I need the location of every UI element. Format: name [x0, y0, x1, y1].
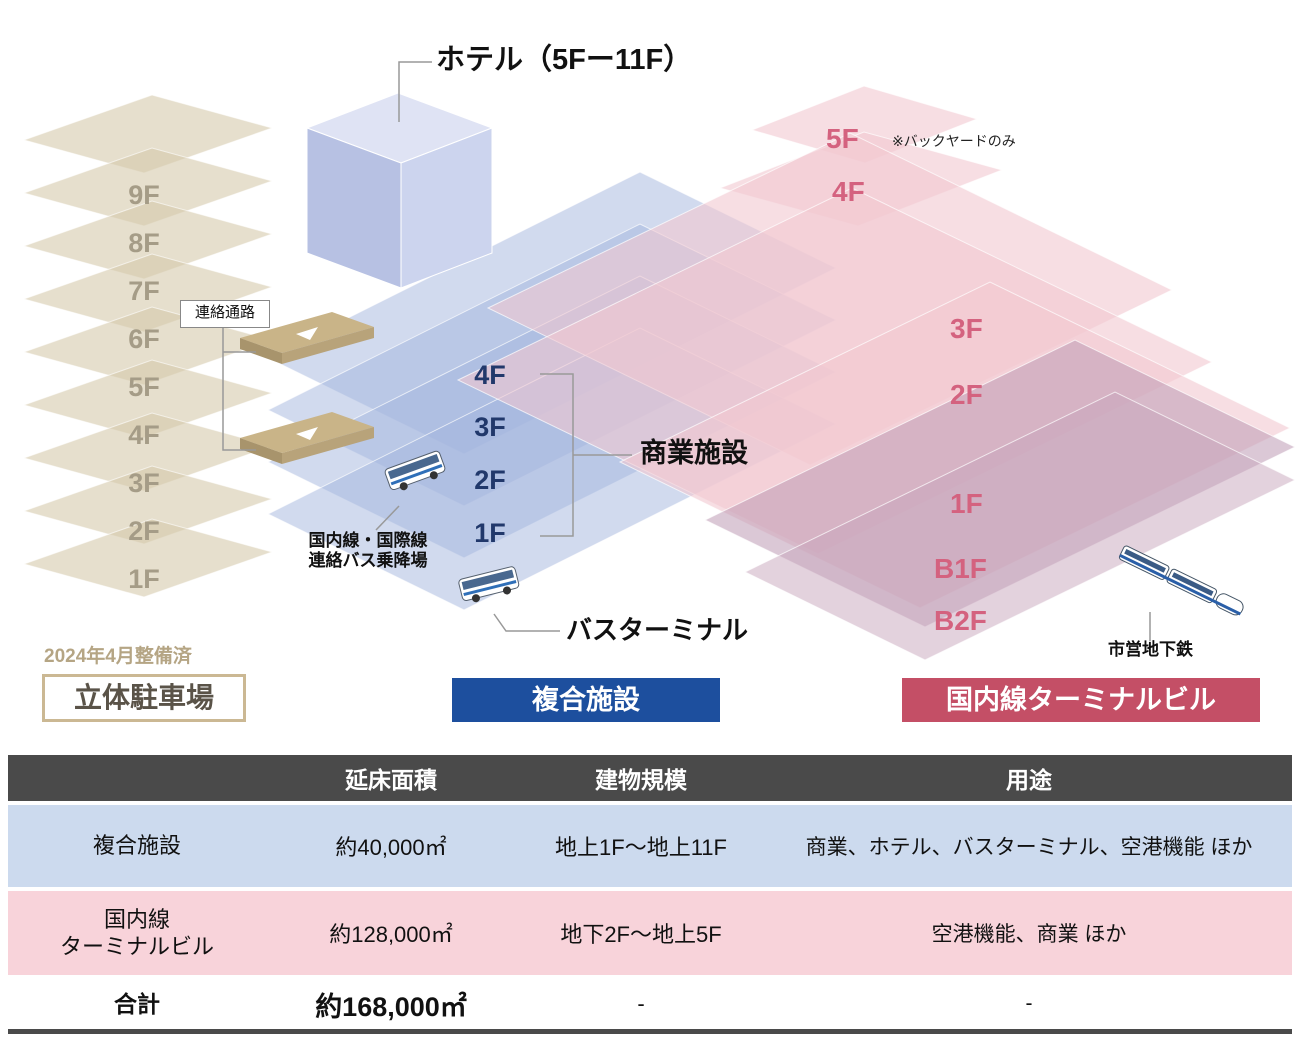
table-header-scale: 建物規模: [595, 767, 687, 793]
subway-train-icon: [1118, 545, 1244, 616]
diagram-art: [22, 61, 1297, 661]
parking-title-badge: 立体駐車場: [42, 674, 246, 722]
terminal-floor-label: B2F: [934, 605, 987, 636]
complex-floor-label: 2F: [474, 465, 506, 495]
parking-floor-label: 6F: [128, 324, 160, 354]
row-area: 約168,000㎡: [315, 991, 467, 1022]
connector-arrow: [296, 427, 318, 440]
row-use: -: [1025, 992, 1033, 1015]
row-area: 約40,000㎡: [335, 835, 447, 860]
subway-label: 市営地下鉄: [1108, 640, 1193, 659]
terminal-floor-label: 5F: [826, 123, 859, 154]
complex-floor-label: 3F: [474, 412, 506, 442]
facility-diagram: ホテル（5Fー11F） ※バックヤードのみ 連絡通路 9F 8F 7F 6F 5…: [22, 44, 1297, 722]
table-row-total: 合計 約168,000㎡ - -: [8, 979, 1292, 1034]
table-header-row: 延床面積 建物規模 用途: [8, 755, 1292, 801]
bus-icon: [384, 450, 446, 491]
bus-stop-label-line2: 連絡バス乗降場: [308, 550, 428, 570]
parking-floor-label: 7F: [128, 276, 160, 306]
table-header-use: 用途: [1006, 767, 1052, 793]
parking-floor-label: 5F: [128, 372, 160, 402]
commercial-facility-label: 商業施設: [640, 438, 748, 468]
bus-terminal-label: バスターミナル: [566, 615, 749, 645]
terminal-floor-label: 1F: [950, 488, 983, 519]
terminal-floor-label: 4F: [832, 176, 865, 207]
bus-stop-label-line1: 国内線・国際線: [308, 531, 428, 550]
parking-floor-label: 2F: [128, 516, 160, 546]
row-scale: 地上1F〜地上11F: [555, 835, 727, 860]
row-name: 複合施設: [92, 833, 181, 859]
row-area: 約128,000㎡: [329, 922, 453, 947]
terminal-floor-plates: [456, 85, 1297, 661]
parking-floor-label: 1F: [128, 564, 160, 594]
row-use: 空港機能、商業 ほか: [931, 923, 1127, 946]
leader-lines: [222, 61, 1151, 641]
row-use: 商業、ホテル、バスターミナル、空港機能 ほか: [805, 836, 1253, 859]
row-name: 合計: [114, 990, 160, 1017]
terminal-title-badge: 国内線ターミナルビル: [902, 678, 1260, 722]
parking-floor-label: 4F: [128, 420, 160, 450]
table-row: 国内線 ターミナルビル 約128,000㎡ 地下2F〜地上5F 空港機能、商業 …: [8, 891, 1292, 975]
parking-floor-label: 9F: [128, 180, 160, 210]
parking-floor-label: 3F: [128, 468, 160, 498]
parking-floor-label: 8F: [128, 228, 160, 258]
backyard-note: ※バックヤードのみ: [892, 133, 1016, 149]
table-row: 複合施設 約40,000㎡ 地上1F〜地上11F 商業、ホテル、バスターミナル、…: [8, 805, 1292, 887]
connector-arrow: [296, 327, 318, 340]
bus-stop-label: 国内線・国際線 連絡バス乗降場: [278, 531, 458, 570]
terminal-floor-label: B1F: [934, 553, 987, 584]
row-scale: -: [637, 991, 645, 1016]
row-scale: 地下2F〜地上5F: [560, 922, 722, 947]
terminal-floor-label: 3F: [950, 313, 983, 344]
hotel-label: ホテル（5Fー11F）: [436, 44, 693, 76]
walkway-label: 連絡通路: [180, 300, 270, 328]
hotel-box: [305, 92, 494, 289]
complex-floor-label: 4F: [474, 360, 506, 390]
terminal-floor-label: 2F: [950, 379, 983, 410]
connector-walkways: [240, 312, 374, 464]
bus-icon: [458, 566, 520, 603]
complex-floor-label: 1F: [474, 518, 506, 548]
complex-title-badge: 複合施設: [452, 678, 720, 722]
table-header-area: 延床面積: [345, 767, 437, 793]
summary-table: 延床面積 建物規模 用途 複合施設 約40,000㎡ 地上1F〜地上11F 商業…: [8, 755, 1292, 1034]
row-name: 国内線 ターミナルビル: [59, 906, 214, 960]
parking-note: 2024年4月整備済: [44, 646, 192, 667]
